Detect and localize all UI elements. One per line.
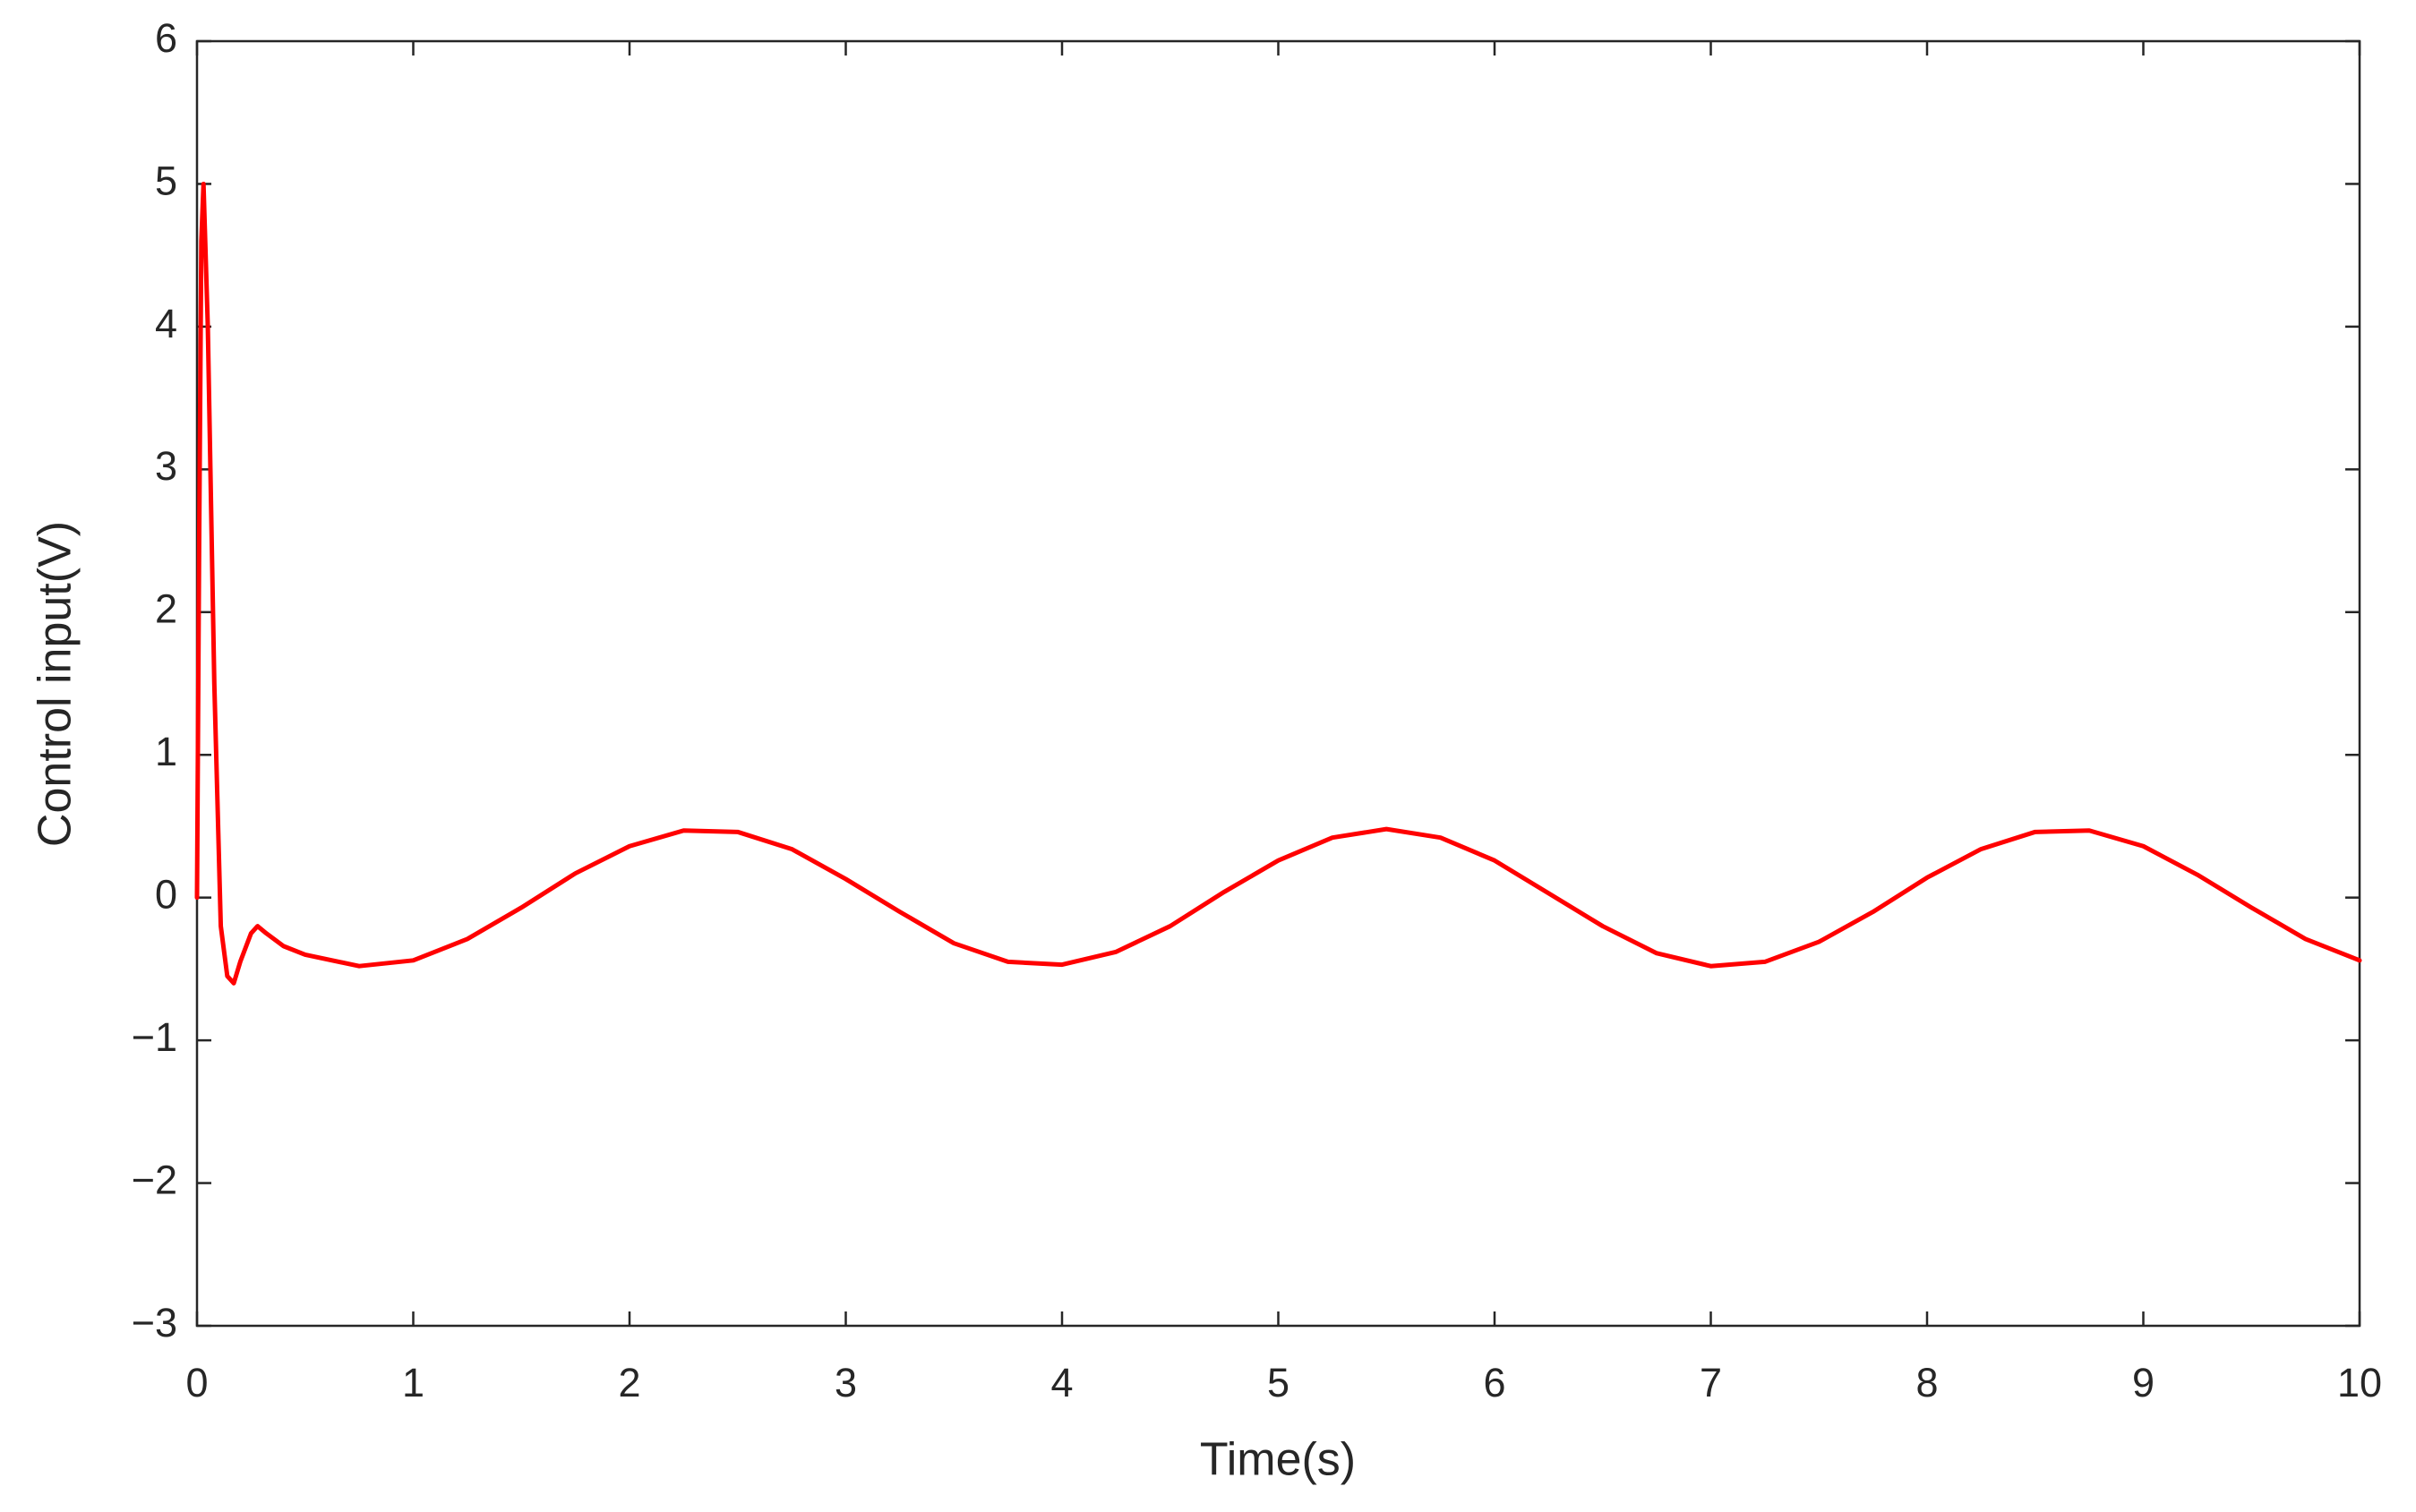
x-tick-label: 2: [618, 1360, 640, 1405]
y-tick-label: 1: [155, 729, 177, 774]
x-axis-label: Time(s): [1200, 1434, 1356, 1486]
y-tick-label: 3: [155, 443, 177, 489]
x-tick-label: 8: [1915, 1360, 1938, 1405]
y-axis-label: Control input(V): [30, 521, 81, 847]
x-tick-label: 1: [402, 1360, 424, 1405]
y-tick-label: 2: [155, 586, 177, 632]
x-tick-label: 9: [2132, 1360, 2155, 1405]
y-tick-label: −3: [132, 1300, 177, 1345]
plot-frame: [195, 39, 2361, 1328]
y-tick-label: 6: [155, 15, 177, 61]
y-tick-label: 5: [155, 158, 177, 203]
x-tick-label: 10: [2337, 1360, 2382, 1405]
x-tick-label: 6: [1483, 1360, 1505, 1405]
y-tick-label: −1: [132, 1014, 177, 1060]
x-tick-label: 3: [835, 1360, 857, 1405]
data-line: [194, 181, 2362, 986]
x-tick-label: 0: [185, 1360, 208, 1405]
y-tick-label: −2: [132, 1157, 177, 1202]
x-tick-label: 4: [1050, 1360, 1073, 1405]
x-tick-label: 7: [1700, 1360, 1722, 1405]
x-tick-label: 5: [1267, 1360, 1289, 1405]
y-tick-label: 0: [155, 872, 177, 918]
y-tick-label: 4: [155, 301, 177, 346]
